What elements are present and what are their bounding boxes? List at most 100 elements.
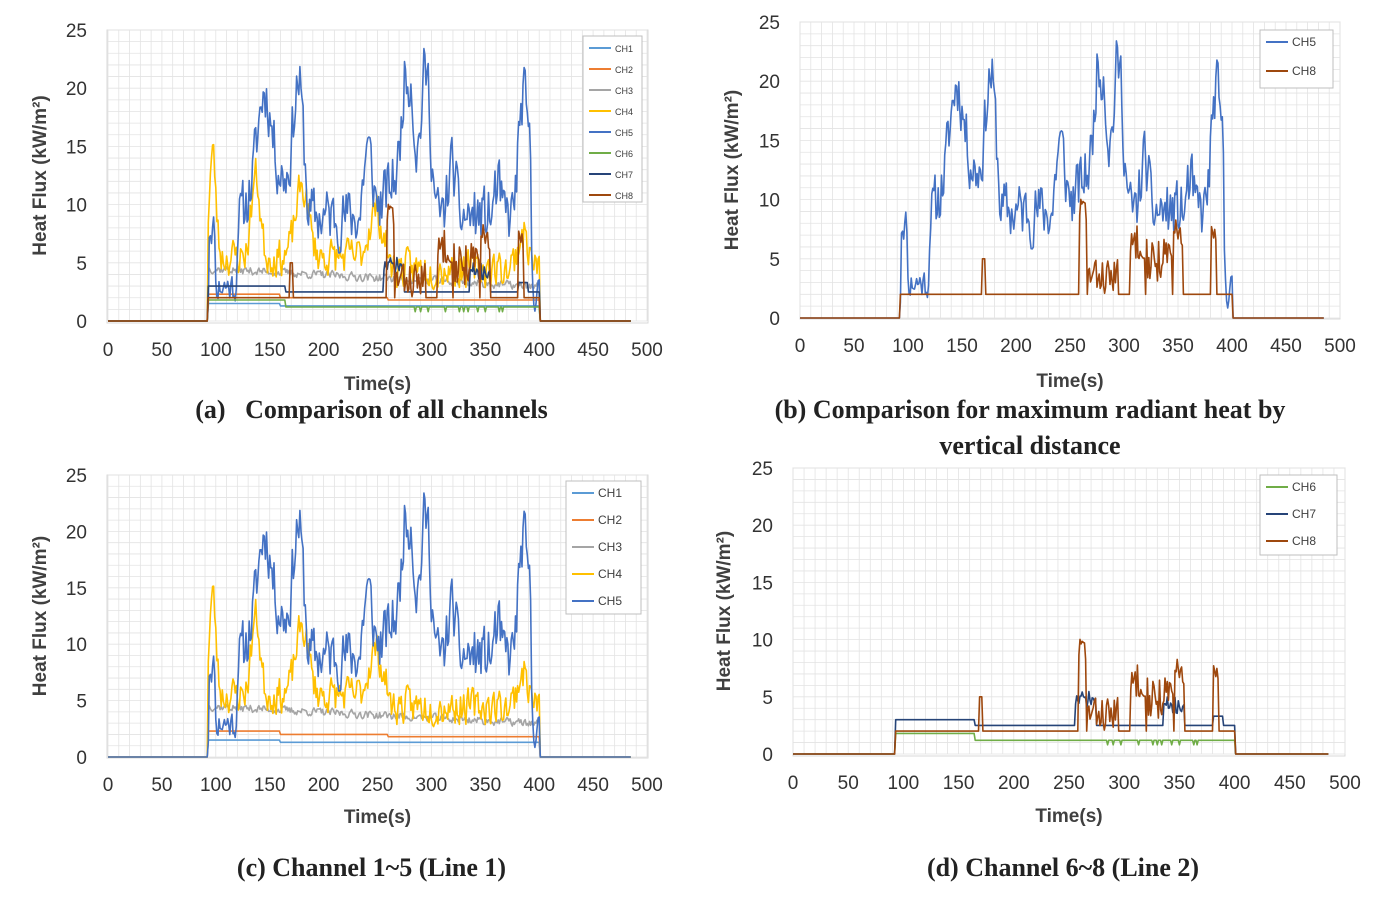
x-tick-label: 100	[200, 340, 232, 361]
x-tick-label: 300	[416, 775, 448, 796]
x-tick-label: 350	[1164, 773, 1196, 794]
x-axis-title: Time(s)	[344, 374, 411, 395]
y-tick-label: 20	[752, 516, 773, 537]
legend-box	[1259, 29, 1334, 89]
y-tick-label: 0	[76, 748, 87, 769]
y-tick-label: 20	[66, 522, 87, 543]
y-tick-label: 5	[762, 688, 773, 709]
x-tick-label: 0	[103, 775, 114, 796]
x-tick-label: 300	[1108, 336, 1140, 357]
chart-a: 0 50 100 150 200 250 300 350 400 450 500 0 5 10 15 20 25…	[30, 21, 663, 424]
legend-label: CH4	[615, 107, 633, 117]
y-axis-title: Heat Flux (kW/m²)	[30, 95, 51, 255]
legend-label: CH1	[598, 486, 622, 500]
x-tick-label: 500	[1324, 336, 1356, 357]
legend-label: CH7	[615, 170, 633, 180]
legend: CH1 CH2 CH3 CH4 CH5	[565, 480, 642, 615]
x-tick-label: 0	[795, 336, 806, 357]
x-tick-label: 350	[469, 340, 501, 361]
legend-label: CH6	[615, 149, 633, 159]
x-tick-label: 450	[577, 340, 609, 361]
chart-b: 0 50 100 150 200 250 300 350 400 450 500 0 5 10 15 20 25…	[722, 13, 1356, 460]
y-tick-label: 0	[769, 309, 780, 330]
x-tick-label: 500	[631, 340, 663, 361]
series-ch5	[108, 492, 631, 758]
x-tick-label: 150	[946, 336, 978, 357]
x-tick-label: 400	[523, 340, 555, 361]
y-tick-label: 10	[752, 631, 773, 652]
y-axis-title: Heat Flux (kW/m²)	[722, 90, 743, 250]
x-tick-label: 100	[200, 775, 232, 796]
x-tick-label: 250	[362, 775, 394, 796]
x-tick-label: 150	[254, 775, 286, 796]
legend-label: CH5	[615, 128, 633, 138]
x-tick-label: 100	[888, 773, 920, 794]
legend-label: CH5	[598, 594, 622, 608]
legend-label: CH1	[615, 44, 633, 54]
y-tick-label: 5	[76, 254, 87, 275]
x-tick-label: 450	[577, 775, 609, 796]
legend-label: CH8	[615, 191, 633, 201]
x-tick-label: 250	[1054, 336, 1086, 357]
x-tick-label: 0	[788, 773, 799, 794]
series-ch8	[800, 198, 1324, 319]
x-tick-label: 400	[523, 775, 555, 796]
x-tick-label: 150	[254, 340, 286, 361]
x-tick-label: 450	[1274, 773, 1306, 794]
x-tick-label: 50	[151, 775, 172, 796]
legend-label: CH6	[1292, 480, 1316, 494]
legend-label: CH8	[1292, 534, 1316, 548]
series-ch8	[108, 203, 631, 322]
y-tick-label: 15	[66, 579, 87, 600]
x-tick-label: 50	[151, 340, 172, 361]
y-tick-label: 15	[66, 137, 87, 158]
x-tick-label: 400	[1216, 336, 1248, 357]
legend-label: CH3	[598, 540, 622, 554]
legend-box	[582, 35, 643, 203]
x-tick-label: 50	[843, 336, 864, 357]
x-axis-title: Time(s)	[1035, 806, 1102, 827]
x-tick-label: 450	[1270, 336, 1302, 357]
legend: CH6 CH7 CH8	[1259, 474, 1338, 556]
x-tick-label: 100	[892, 336, 924, 357]
legend-label: CH8	[1292, 64, 1316, 78]
x-tick-label: 250	[1053, 773, 1085, 794]
y-tick-label: 15	[759, 131, 780, 152]
y-tick-label: 20	[66, 79, 87, 100]
x-tick-label: 0	[103, 340, 114, 361]
x-tick-label: 350	[469, 775, 501, 796]
y-tick-label: 10	[66, 196, 87, 217]
y-axis-title: Heat Flux (kW/m²)	[714, 531, 735, 691]
legend-label: CH2	[615, 65, 633, 75]
legend-label: CH2	[598, 513, 622, 527]
y-tick-label: 5	[769, 250, 780, 271]
legend-label: CH7	[1292, 507, 1316, 521]
caption: (a) Comparison of all channels	[195, 395, 547, 424]
legend-label: CH5	[1292, 35, 1316, 49]
x-tick-label: 300	[1108, 773, 1140, 794]
y-tick-label: 5	[76, 692, 87, 713]
x-tick-label: 500	[631, 775, 663, 796]
legend: CH5 CH8	[1259, 29, 1334, 89]
caption-line-2: vertical distance	[939, 431, 1120, 460]
y-tick-label: 10	[66, 635, 87, 656]
x-tick-label: 200	[1000, 336, 1032, 357]
y-tick-label: 25	[66, 21, 87, 42]
y-tick-label: 10	[759, 191, 780, 212]
y-axis-title: Heat Flux (kW/m²)	[30, 536, 51, 696]
y-tick-label: 0	[76, 312, 87, 333]
y-tick-label: 25	[752, 459, 773, 480]
y-tick-label: 25	[66, 466, 87, 487]
x-tick-label: 200	[308, 340, 340, 361]
chart-d: 0 50 100 150 200 250 300 350 400 450 500 0 5 10 15 20 25…	[714, 459, 1361, 882]
legend-label: CH3	[615, 86, 633, 96]
x-tick-label: 500	[1329, 773, 1361, 794]
x-tick-label: 300	[416, 340, 448, 361]
x-axis-title: Time(s)	[1036, 371, 1103, 392]
y-tick-label: 0	[762, 745, 773, 766]
y-tick-label: 25	[759, 13, 780, 34]
legend: CH1 CH2 CH3 CH4 CH5 CH6 CH7 CH8	[582, 35, 643, 203]
caption: (c) Channel 1~5 (Line 1)	[237, 853, 506, 882]
x-axis-title: Time(s)	[344, 807, 411, 828]
